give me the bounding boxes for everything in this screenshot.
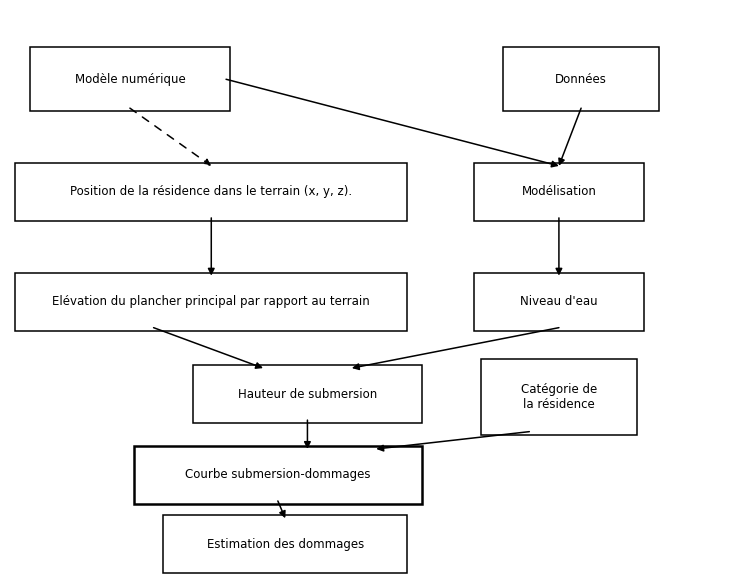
FancyBboxPatch shape bbox=[134, 446, 422, 504]
Text: Courbe submersion-dommages: Courbe submersion-dommages bbox=[185, 468, 370, 482]
FancyBboxPatch shape bbox=[473, 163, 644, 221]
FancyBboxPatch shape bbox=[503, 47, 659, 111]
Text: Modélisation: Modélisation bbox=[521, 185, 596, 199]
FancyBboxPatch shape bbox=[30, 47, 230, 111]
FancyBboxPatch shape bbox=[193, 365, 422, 423]
Text: Hauteur de submersion: Hauteur de submersion bbox=[238, 387, 377, 401]
Text: Modèle numérique: Modèle numérique bbox=[75, 73, 186, 86]
FancyBboxPatch shape bbox=[15, 272, 407, 331]
Text: Elévation du plancher principal par rapport au terrain: Elévation du plancher principal par rapp… bbox=[52, 295, 370, 308]
FancyBboxPatch shape bbox=[481, 359, 637, 435]
Text: Estimation des dommages: Estimation des dommages bbox=[206, 538, 364, 551]
FancyBboxPatch shape bbox=[15, 163, 407, 221]
FancyBboxPatch shape bbox=[473, 272, 644, 331]
FancyBboxPatch shape bbox=[163, 516, 407, 573]
Text: Niveau d'eau: Niveau d'eau bbox=[520, 295, 598, 308]
Text: Catégorie de
la résidence: Catégorie de la résidence bbox=[521, 383, 597, 411]
Text: Données: Données bbox=[555, 73, 607, 86]
Text: Position de la résidence dans le terrain (x, y, z).: Position de la résidence dans le terrain… bbox=[70, 185, 352, 199]
